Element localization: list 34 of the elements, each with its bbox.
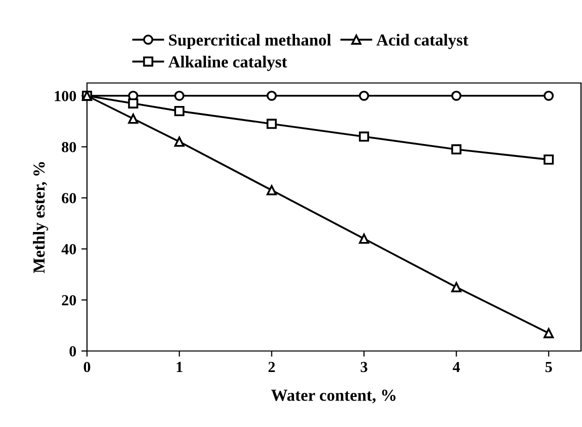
point [128,98,138,108]
point [266,90,277,101]
point [266,185,277,196]
point [451,90,462,101]
y-axis-title: Methly ester, % [32,162,48,274]
y-tick-label: 80 [62,142,76,152]
y-tick-label: 0 [70,346,76,356]
point [544,328,554,338]
point [451,144,462,154]
x-tick-label: 4 [452,362,460,372]
point [266,118,277,129]
x-tick-label: 0 [84,362,90,372]
x-tick-label: 2 [268,362,275,372]
x-tick-label: 3 [360,362,368,372]
legend-label: Supercritical methanol [169,34,332,50]
point [358,90,370,101]
y-tick-label: 40 [62,244,76,254]
y-tick-label: 100 [54,90,76,102]
point [358,132,370,142]
legend-label: Acid catalyst [376,34,468,50]
x-tick-label: 1 [176,362,182,372]
point [174,136,184,147]
y-tick-label: 60 [62,193,76,204]
point [544,154,554,165]
y-tick-label: 20 [62,295,76,306]
point [174,106,184,116]
point [128,114,138,124]
point [544,90,554,101]
x-axis-title: Water content, % [271,390,396,404]
legend-label: Alkaline catalyst [168,56,288,71]
point [451,282,462,292]
point [358,234,370,244]
point [174,90,184,101]
x-tick-label: 5 [545,362,552,372]
